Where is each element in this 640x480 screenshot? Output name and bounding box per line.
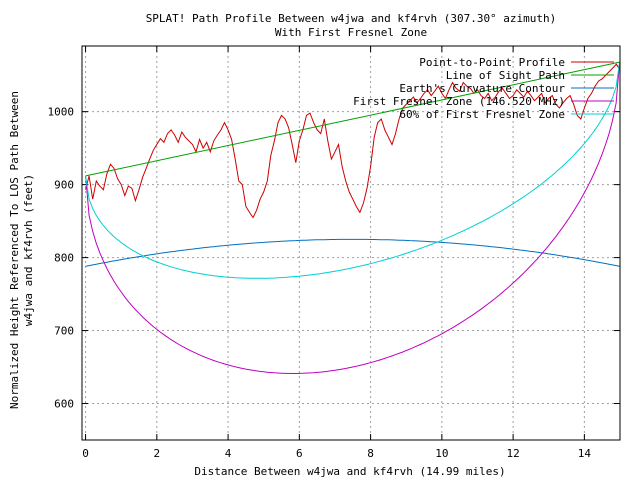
axes: 0 2 4 6 8 10 12 14 600 700 800 900 1000 (48, 46, 620, 460)
legend-label: First Fresnel Zone (146.520 MHz) (353, 95, 565, 108)
y-tick-label: 900 (54, 179, 74, 192)
legend-label: Earth's Curvature Contour (399, 82, 565, 95)
series-point-to-point-profile (85, 63, 621, 219)
legend-label: 60% of First Fresnel Zone (399, 108, 565, 121)
series-60-of-first-fresnel-zone (85, 62, 621, 279)
x-tick-label: 6 (296, 447, 303, 460)
x-tick-label: 12 (506, 447, 519, 460)
series-first-fresnel-zone-146-520-mhz (85, 62, 621, 374)
y-tick-label: 700 (54, 325, 74, 338)
x-axis-label: Distance Between w4jwa and kf4rvh (14.99… (194, 465, 505, 478)
y-tick-label: 600 (54, 398, 74, 411)
x-tick-label: 4 (225, 447, 232, 460)
chart-subtitle: With First Fresnel Zone (275, 26, 427, 39)
y-tick-label: 1000 (48, 106, 75, 119)
y-axis-label-line2: w4jwa and kf4rvh (feet) (22, 174, 35, 326)
legend-label: Line of Sight Path (446, 69, 565, 82)
grid (82, 46, 620, 440)
x-tick-label: 0 (82, 447, 89, 460)
series-earth-s-curvature-contour (85, 238, 620, 267)
legend-label: Point-to-Point Profile (419, 56, 565, 69)
chart-title: SPLAT! Path Profile Between w4jwa and kf… (146, 12, 557, 25)
plot-frame (81, 45, 621, 441)
series-layer (85, 61, 621, 374)
x-tick-label: 14 (578, 447, 592, 460)
y-tick-label: 800 (54, 252, 74, 265)
x-tick-label: 10 (435, 447, 448, 460)
series-line-of-sight-path (85, 61, 620, 177)
x-tick-label: 2 (154, 447, 161, 460)
y-axis-label-line1: Normalized Height Referenced To LOS Path… (8, 91, 21, 409)
x-tick-label: 8 (367, 447, 374, 460)
